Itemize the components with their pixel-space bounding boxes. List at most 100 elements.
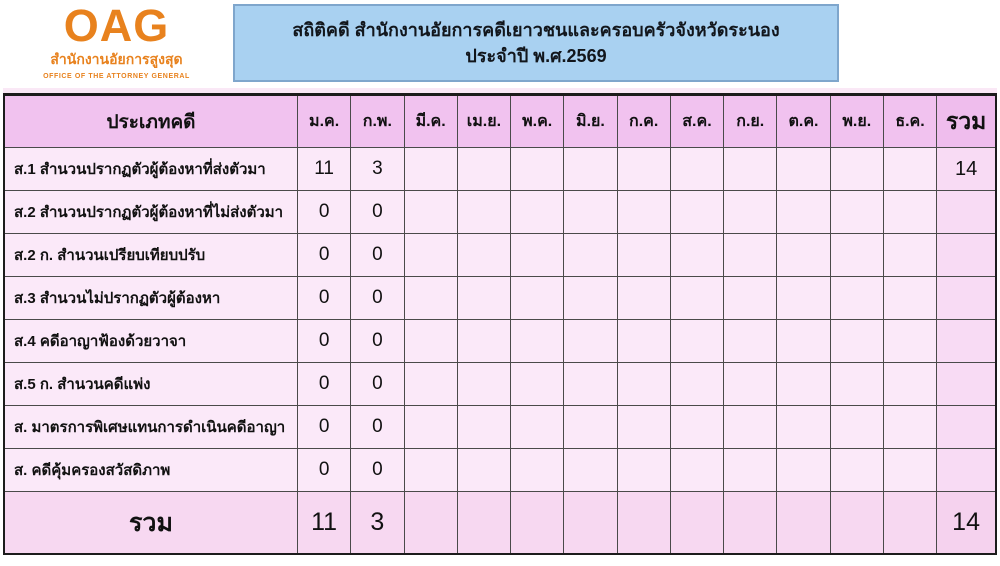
month-value-cell <box>723 276 778 320</box>
month-value-cell <box>403 319 458 363</box>
month-value-cell <box>723 405 778 449</box>
month-value-cell <box>616 405 671 449</box>
footer-month-value-cell <box>510 491 565 555</box>
month-value-cell <box>776 190 831 234</box>
month-value-cell <box>882 190 938 234</box>
month-value-cell <box>829 276 884 320</box>
table-row: ส.3 สำนวนไม่ปรากฏตัวผู้ต้องหา 0 0 <box>3 276 997 320</box>
footer-month-value-cell <box>776 491 831 555</box>
table-row: ส.2 สำนวนปรากฏตัวผู้ต้องหาที่ไม่ส่งตัวมา… <box>3 190 997 234</box>
row-total-cell <box>936 448 997 492</box>
month-value-cell <box>829 448 884 492</box>
month-value-cell <box>882 147 938 191</box>
month-value-cell <box>456 319 512 363</box>
month-value-cell <box>723 362 778 406</box>
row-label: ส. คดีคุ้มครองสวัสดิภาพ <box>3 448 298 492</box>
month-value-cell <box>616 190 671 234</box>
month-value-cell: 0 <box>350 190 405 234</box>
column-header-month: พ.ค. <box>510 94 565 148</box>
month-value-cell <box>510 319 565 363</box>
month-value-cell <box>669 405 725 449</box>
month-value-cell <box>510 276 565 320</box>
column-header-month: ส.ค. <box>669 94 725 148</box>
month-value-cell <box>669 448 725 492</box>
footer-month-value-cell <box>456 491 512 555</box>
month-value-cell: 0 <box>296 276 352 320</box>
month-value-cell <box>669 233 725 277</box>
month-value-cell <box>563 405 618 449</box>
column-header-month: เม.ย. <box>456 94 512 148</box>
table-footer-row: รวม 11 3 14 <box>3 491 997 555</box>
table-row: ส.2 ก. สำนวนเปรียบเทียบปรับ 0 0 <box>3 233 997 277</box>
column-header-month: มี.ค. <box>403 94 458 148</box>
footer-total-label: รวม <box>3 491 298 555</box>
month-value-cell <box>456 190 512 234</box>
month-value-cell <box>829 147 884 191</box>
footer-month-value-cell <box>723 491 778 555</box>
report-title-line2: ประจำปี พ.ศ.2569 <box>465 46 607 66</box>
month-value-cell <box>669 147 725 191</box>
footer-month-value-cell <box>403 491 458 555</box>
column-header-month: ก.ค. <box>616 94 671 148</box>
row-label: ส.3 สำนวนไม่ปรากฏตัวผู้ต้องหา <box>3 276 298 320</box>
column-header-month: ม.ค. <box>296 94 352 148</box>
month-value-cell <box>829 319 884 363</box>
month-value-cell <box>616 233 671 277</box>
month-value-cell <box>510 362 565 406</box>
row-label: ส.2 ก. สำนวนเปรียบเทียบปรับ <box>3 233 298 277</box>
month-value-cell: 0 <box>350 276 405 320</box>
report-title-line1: สถิติคดี สำนักงานอัยการคดีเยาวชนและครอบค… <box>292 19 780 40</box>
month-value-cell <box>403 147 458 191</box>
month-value-cell <box>456 147 512 191</box>
row-total-cell <box>936 319 997 363</box>
month-value-cell: 0 <box>350 405 405 449</box>
month-value-cell <box>723 233 778 277</box>
month-value-cell <box>882 448 938 492</box>
footer-month-value-cell: 11 <box>296 491 352 555</box>
month-value-cell: 3 <box>350 147 405 191</box>
row-total-cell: 14 <box>936 147 997 191</box>
month-value-cell <box>776 276 831 320</box>
column-header-month: พ.ย. <box>829 94 884 148</box>
month-value-cell <box>829 190 884 234</box>
month-value-cell <box>829 233 884 277</box>
month-value-cell <box>403 362 458 406</box>
month-value-cell <box>616 147 671 191</box>
month-value-cell: 0 <box>350 319 405 363</box>
month-value-cell <box>829 405 884 449</box>
month-value-cell <box>510 405 565 449</box>
column-header-month: ก.ย. <box>723 94 778 148</box>
column-header-month: ก.พ. <box>350 94 405 148</box>
month-value-cell <box>563 362 618 406</box>
month-value-cell <box>510 147 565 191</box>
month-value-cell: 0 <box>296 405 352 449</box>
month-value-cell <box>616 448 671 492</box>
page-header: OAG สำนักงานอัยการสูงสุด OFFICE OF THE A… <box>0 0 1000 82</box>
month-value-cell <box>669 362 725 406</box>
footer-month-value-cell <box>616 491 671 555</box>
month-value-cell <box>403 233 458 277</box>
month-value-cell <box>776 233 831 277</box>
row-label: ส.1 สำนวนปรากฏตัวผู้ต้องหาที่ส่งตัวมา <box>3 147 298 191</box>
row-label: ส.2 สำนวนปรากฏตัวผู้ต้องหาที่ไม่ส่งตัวมา <box>3 190 298 234</box>
month-value-cell <box>403 448 458 492</box>
footer-month-value-cell: 3 <box>350 491 405 555</box>
oag-logo-thai-name: สำนักงานอัยการสูงสุด <box>50 50 183 67</box>
month-value-cell <box>829 362 884 406</box>
table-row: ส. คดีคุ้มครองสวัสดิภาพ 0 0 <box>3 448 997 492</box>
month-value-cell <box>456 233 512 277</box>
footer-month-value-cell <box>829 491 884 555</box>
month-value-cell <box>403 405 458 449</box>
month-value-cell <box>776 147 831 191</box>
footer-month-value-cell <box>563 491 618 555</box>
month-value-cell <box>669 276 725 320</box>
cropped-row-strip <box>3 88 997 93</box>
column-header-month: มิ.ย. <box>563 94 618 148</box>
month-value-cell <box>616 276 671 320</box>
row-total-cell <box>936 362 997 406</box>
month-value-cell <box>563 233 618 277</box>
oag-logo-english-name: OFFICE OF THE ATTORNEY GENERAL <box>43 72 190 80</box>
month-value-cell <box>882 276 938 320</box>
month-value-cell <box>616 319 671 363</box>
month-value-cell <box>510 233 565 277</box>
